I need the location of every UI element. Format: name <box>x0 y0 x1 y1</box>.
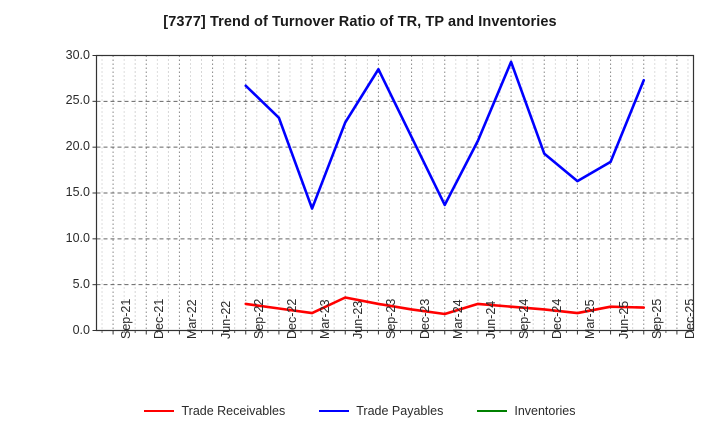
series-line-trade-payables <box>244 60 646 210</box>
y-axis-tick-labels: 0.0 5.0 10.0 15.0 20.0 25.0 30.0 <box>46 0 90 440</box>
legend-item[interactable]: Inventories <box>477 404 576 418</box>
x-axis-tick-label: Jun-22 <box>218 300 233 339</box>
x-axis-tick-label: Dec-24 <box>550 298 565 339</box>
legend-line-swatch <box>477 410 508 412</box>
y-axis-tick-label: 0.0 <box>72 322 90 337</box>
legend-label: Trade Receivables <box>181 404 286 418</box>
data-series-layer <box>244 60 646 316</box>
y-axis-tick-label: 5.0 <box>72 276 90 291</box>
x-axis-tick-label: Dec-22 <box>284 298 299 339</box>
x-axis-tick-label: Sep-23 <box>384 298 399 339</box>
x-axis-tick-label: Sep-25 <box>649 298 664 339</box>
y-axis-tick-label: 10.0 <box>65 230 90 245</box>
legend-label: Inventories <box>514 404 576 418</box>
legend-item[interactable]: Trade Receivables <box>144 404 285 418</box>
legend-label: Trade Payables <box>356 404 444 418</box>
x-axis-tick-label: Mar-24 <box>450 298 465 339</box>
x-axis-tick-label: Mar-25 <box>583 298 598 339</box>
x-axis-tick-label: Sep-24 <box>517 298 532 339</box>
legend-line-swatch <box>319 410 350 412</box>
x-axis-tick-label: Mar-23 <box>318 298 333 339</box>
y-axis-tick-label: 15.0 <box>65 185 90 199</box>
plot-frame <box>95 54 695 332</box>
y-axis-tick-label: 30.0 <box>65 47 90 62</box>
y-axis-tick-label: 25.0 <box>65 93 90 108</box>
x-axis-tick-label: Jun-24 <box>483 300 498 339</box>
chart-legend: Trade Receivables Trade Payables Inventori… <box>0 404 720 418</box>
x-axis-tick-label: Sep-22 <box>251 298 266 339</box>
x-axis-tick-label: Jun-25 <box>616 300 631 339</box>
x-axis-tick-label: Jun-23 <box>351 300 366 339</box>
x-axis-tick-label: Mar-22 <box>185 298 200 339</box>
legend-item[interactable]: Trade Payables <box>319 404 443 418</box>
x-axis-tick-label: Dec-23 <box>417 298 432 339</box>
x-axis-tick-label: Sep-21 <box>119 298 134 339</box>
y-axis-tick-label: 20.0 <box>65 139 90 154</box>
chart-title: [7377] Trend of Turnover Ratio of TR, TP… <box>163 14 557 30</box>
x-axis-tick-label: Dec-21 <box>152 298 167 339</box>
legend-line-swatch <box>144 410 175 412</box>
series-line-trade-receivables <box>244 296 646 316</box>
x-axis-tick-label: Dec-25 <box>682 298 697 339</box>
